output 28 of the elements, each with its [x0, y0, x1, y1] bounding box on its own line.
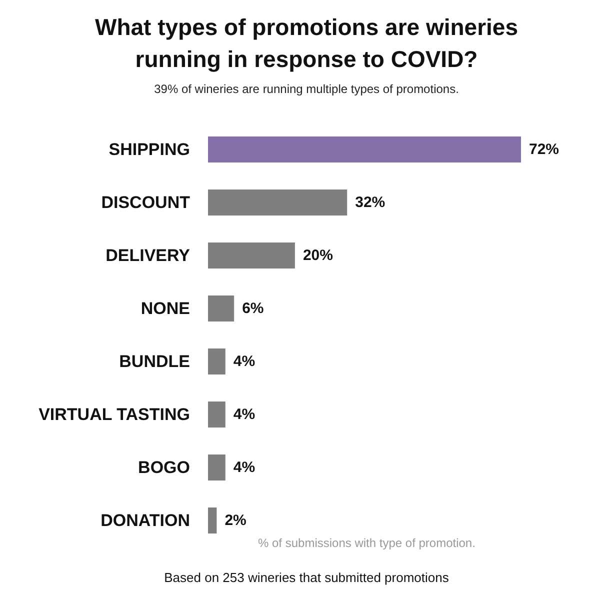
text: Based on 253 wineries that submitted promotions: [164, 570, 450, 585]
data-label: 2%: [224, 512, 246, 529]
data-label: 4%: [233, 353, 256, 370]
y-tick-label: VIRTUAL TASTING: [38, 405, 190, 424]
chart-title: What types of promotions are wineries running in response to COVID?: [94, 14, 518, 72]
y-tick-label: DISCOUNT: [101, 193, 191, 212]
bar: [208, 454, 226, 480]
data-label: 4%: [233, 406, 256, 423]
data-label: 20%: [302, 247, 333, 264]
y-tick-label: DELIVERY: [106, 246, 191, 265]
chart-subtitle: 39% of wineries are running multiple types of promotions.: [154, 82, 459, 96]
bar: [208, 402, 226, 428]
y-tick-label: BUNDLE: [119, 352, 190, 371]
bar: [208, 190, 348, 216]
data-label: 32%: [355, 194, 386, 211]
bar: [208, 348, 226, 374]
data-label: 72%: [529, 141, 560, 158]
y-tick-label: SHIPPING: [108, 140, 190, 159]
bar: [208, 136, 521, 162]
bar: [208, 242, 295, 268]
data-label: 4%: [233, 459, 256, 476]
annotation: % of submissions with type of promotion.: [258, 536, 476, 550]
bar: [208, 296, 234, 322]
data-label: 6%: [242, 300, 264, 317]
y-tick-label: NONE: [140, 299, 190, 318]
y-tick-label: BOGO: [138, 458, 190, 477]
y-tick-label: DONATION: [100, 511, 190, 530]
bar: [208, 508, 217, 534]
